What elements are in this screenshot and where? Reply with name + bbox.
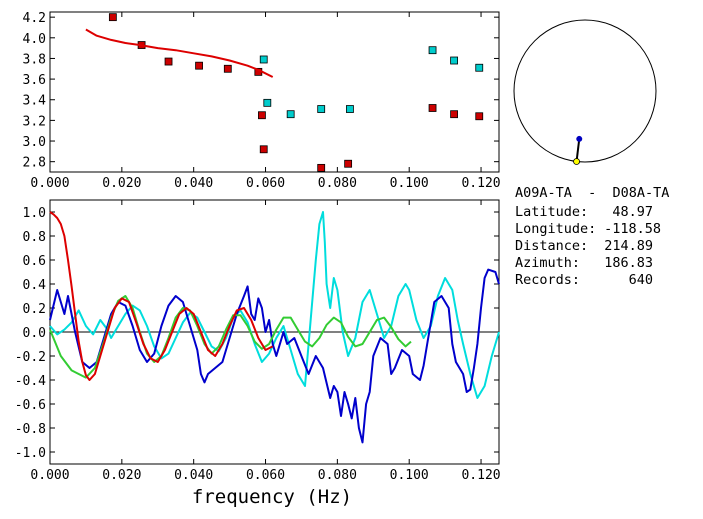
y-tick-label: 0.4 — [23, 278, 47, 293]
data-point-marker — [475, 63, 484, 72]
distance-label: Distance: — [515, 238, 588, 254]
dispersion-panel: 0.000 0.020 0.040 0.060 0.080 0.100 0.120 2.8 3… — [23, 11, 501, 191]
data-point-marker — [317, 163, 326, 172]
data-point-marker — [450, 56, 459, 65]
azimuth-value: 186.83 — [604, 255, 653, 271]
y-tick-label: -0.6 — [15, 398, 46, 413]
records-label: Records: — [515, 272, 580, 288]
series-line — [49, 268, 500, 444]
azimuth-dial — [513, 19, 657, 165]
dispersion-x-ticks: 0.000 0.020 0.040 0.060 0.080 0.100 0.120 — [30, 12, 501, 191]
station-info: A09A-TA - D08A-TA Latitude: 48.97 Longit… — [515, 185, 669, 288]
dial-circle — [513, 19, 657, 163]
x-tick-label: 0.000 — [30, 176, 69, 191]
dial-center-dot — [576, 135, 583, 142]
y-tick-label: 4.2 — [23, 11, 46, 26]
y-tick-label: 3.2 — [23, 114, 46, 129]
coherence-panel: 0.000 0.020 0.040 0.060 0.080 0.100 0.120 1.00… — [15, 199, 501, 508]
x-tick-label: 0.100 — [390, 176, 429, 191]
y-tick-label: -0.4 — [15, 374, 46, 389]
y-tick-label: 3.4 — [23, 94, 47, 109]
x-tick-label: 0.120 — [461, 176, 500, 191]
data-point-marker — [223, 64, 232, 73]
data-point-marker — [428, 104, 437, 112]
dispersion-series — [85, 13, 484, 172]
azimuth-label: Azimuth: — [515, 255, 580, 271]
data-point-marker — [108, 13, 117, 22]
data-point-marker — [450, 110, 459, 119]
data-point-marker — [164, 57, 173, 66]
series-line — [85, 28, 274, 78]
coherence-y-ticks: 1.0 0.8 0.6 0.4 0.2 0.0 -0.2 -0.4 -0.6 -0.8 -1.0 — [15, 206, 499, 461]
y-tick-label: 0.2 — [23, 302, 46, 317]
x-tick-label: 0.040 — [174, 468, 213, 483]
y-tick-label: 2.8 — [23, 156, 46, 171]
y-tick-label: 3.6 — [23, 73, 46, 88]
data-point-marker — [317, 105, 326, 113]
data-point-marker — [258, 111, 266, 120]
station-pair-title: A09A-TA - D08A-TA — [515, 185, 669, 201]
dial-pointer — [575, 138, 581, 162]
y-tick-label: -1.0 — [15, 446, 46, 461]
y-tick-label: -0.2 — [15, 350, 46, 365]
data-point-marker — [259, 145, 268, 154]
y-tick-label: 0.6 — [23, 254, 46, 269]
y-tick-label: 0.8 — [23, 230, 46, 245]
data-point-marker — [259, 55, 268, 64]
data-point-marker — [346, 105, 354, 113]
series-line — [49, 211, 274, 381]
data-point-marker — [263, 98, 272, 107]
data-point-marker — [344, 159, 353, 168]
x-tick-label: 0.000 — [30, 468, 69, 483]
y-tick-label: -0.8 — [15, 422, 46, 437]
x-tick-label: 0.120 — [461, 468, 500, 483]
longitude-label: Longitude: — [515, 221, 596, 237]
dispersion-plot-frame — [49, 11, 500, 173]
coherence-series — [49, 211, 500, 444]
coherence-x-ticks: 0.000 0.020 0.040 0.060 0.080 0.100 0.120 — [30, 200, 501, 483]
x-tick-label: 0.100 — [390, 468, 429, 483]
dispersion-y-ticks: 2.8 3.0 3.2 3.4 3.6 3.8 4.0 4.2 — [23, 11, 499, 171]
y-tick-label: 0.0 — [23, 326, 46, 341]
x-tick-label: 0.060 — [246, 468, 285, 483]
distance-value: 214.89 — [604, 238, 653, 254]
y-tick-label: 3.8 — [23, 52, 46, 67]
y-tick-label: 1.0 — [23, 206, 46, 221]
records-value: 640 — [629, 272, 653, 288]
data-point-marker — [475, 112, 484, 121]
y-tick-label: 4.0 — [23, 32, 46, 47]
x-tick-label: 0.040 — [174, 176, 213, 191]
latitude-value: 48.97 — [612, 204, 653, 220]
x-tick-label: 0.020 — [102, 176, 141, 191]
latitude-label: Latitude: — [515, 204, 588, 220]
x-tick-label: 0.020 — [102, 468, 141, 483]
dial-edge-dot — [573, 158, 580, 165]
x-axis-title: frequency (Hz) — [192, 486, 352, 508]
x-tick-label: 0.080 — [318, 176, 357, 191]
x-tick-label: 0.080 — [318, 468, 357, 483]
longitude-value: -118.58 — [604, 221, 661, 237]
data-point-marker — [428, 46, 437, 55]
x-tick-label: 0.060 — [246, 176, 285, 191]
y-tick-label: 3.0 — [23, 135, 46, 150]
data-point-marker — [195, 61, 203, 70]
data-point-marker — [286, 110, 295, 119]
